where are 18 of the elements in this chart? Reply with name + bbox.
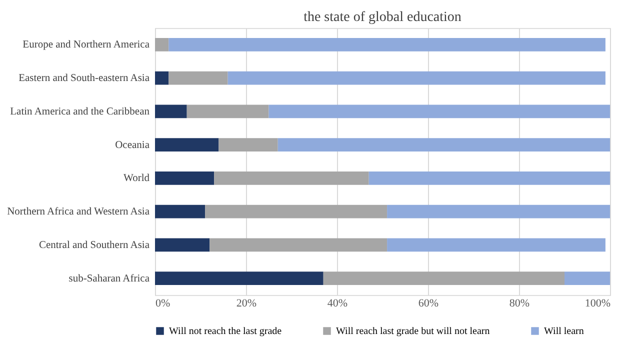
y-tick-label: Europe and Northern America [22,40,150,51]
chart-title: the state of global education [304,10,462,25]
x-tick-label: 0% [156,298,170,310]
y-tick-label: World [124,173,150,184]
x-tick-label: 40% [327,298,348,310]
x-tick-label: 80% [509,298,530,310]
x-tick-label: 60% [418,298,439,310]
y-tick-label: Central and Southern Asia [38,240,150,251]
y-tick-label: sub-Saharan Africa [68,273,150,284]
x-tick-label: 100% [584,298,610,310]
y-tick-label: Latin America and the Caribbean [10,106,150,118]
legend-label: Will learn [544,326,584,337]
legend-label: Will reach last grade but will not learn [336,326,490,337]
y-tick-label: Oceania [115,140,150,151]
legend-label: Will not reach the last grade [169,326,282,337]
y-tick-label: Eastern and South-eastern Asia [18,73,150,84]
y-tick-label: Northern Africa and Western Asia [7,206,150,218]
x-tick-label: 20% [236,298,257,310]
